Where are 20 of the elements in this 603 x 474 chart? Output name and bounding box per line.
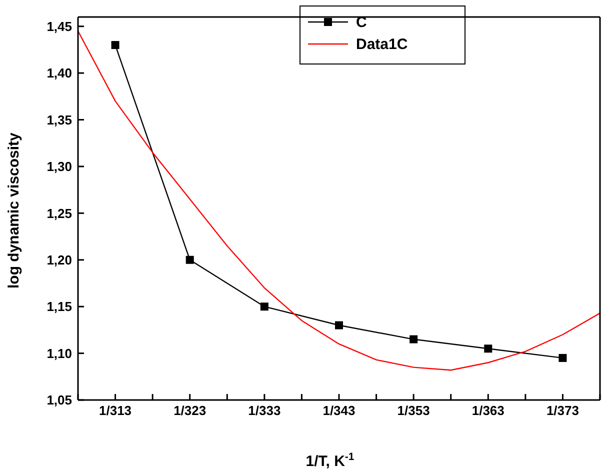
y-tick-label: 1,25 <box>46 206 72 221</box>
x-axis-title: 1/T, K$^{-1}$ <box>306 451 354 470</box>
x-tick-label: 1/373 <box>546 403 579 418</box>
y-tick-label: 1,20 <box>46 252 72 268</box>
y-tick-label: 1,10 <box>46 346 72 361</box>
legend-label: Data1C <box>356 36 408 53</box>
x-tick-label: 1/343 <box>322 403 356 418</box>
y-tick-label: 1,35 <box>46 112 72 128</box>
x-tick-label: 1/353 <box>397 403 430 418</box>
y-tick-label: 1,45 <box>46 18 72 34</box>
x-tick-label: 1/323 <box>174 403 206 418</box>
y-tick-label: 1,30 <box>46 159 72 174</box>
y-tick-label: 1,40 <box>46 66 72 81</box>
line-series <box>78 30 600 371</box>
x-tick-label: 1/363 <box>472 403 504 418</box>
y-axis-title: log dynamic viscosity <box>5 132 22 288</box>
x-tick-label: 1/313 <box>99 403 132 418</box>
x-tick-label: 1/333 <box>248 403 281 418</box>
y-tick-label: 1,15 <box>46 299 72 314</box>
y-tick-label: 1,05 <box>46 392 72 408</box>
